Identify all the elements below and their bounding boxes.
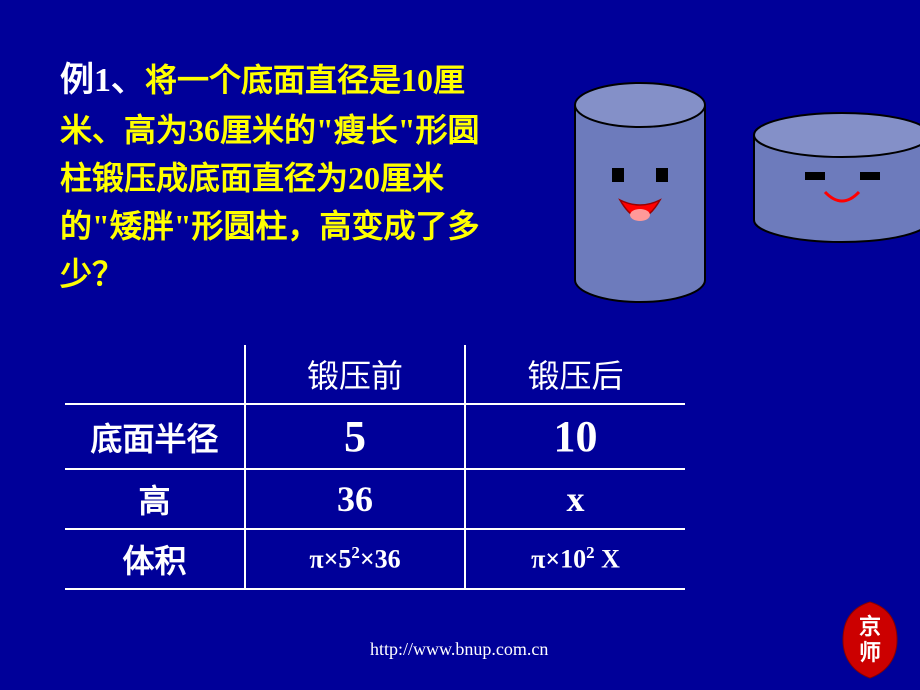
label-radius: 底面半径 bbox=[65, 404, 245, 469]
problem-text: 例1、将一个底面直径是10厘米、高为36厘米的"瘦长"形圆柱锻压成底面直径为20… bbox=[60, 55, 490, 298]
before-height: 36 bbox=[245, 469, 465, 529]
before-radius: 5 bbox=[245, 404, 465, 469]
label-volume: 体积 bbox=[65, 529, 245, 589]
cylinders-illustration bbox=[550, 80, 910, 320]
problem-prefix: 例1、 bbox=[60, 62, 145, 99]
data-table: 锻压前 锻压后 底面半径 5 10 高 36 x 体积 π×52×36 π×10… bbox=[65, 345, 685, 590]
row-volume: 体积 π×52×36 π×102 X bbox=[65, 529, 685, 589]
row-height: 高 36 x bbox=[65, 469, 685, 529]
row-radius: 底面半径 5 10 bbox=[65, 404, 685, 469]
footer-url: http://www.bnup.com.cn bbox=[370, 639, 548, 660]
logo-char-top: 京 bbox=[859, 614, 881, 639]
label-height: 高 bbox=[65, 469, 245, 529]
tall-cylinder-icon bbox=[570, 80, 710, 310]
after-volume: π×102 X bbox=[465, 529, 685, 589]
header-empty bbox=[65, 345, 245, 404]
table-header-row: 锻压前 锻压后 bbox=[65, 345, 685, 404]
before-volume: π×52×36 bbox=[245, 529, 465, 589]
short-cylinder-icon bbox=[750, 110, 920, 250]
after-height: x bbox=[465, 469, 685, 529]
publisher-logo-icon: 京 师 bbox=[835, 600, 905, 680]
header-after: 锻压后 bbox=[465, 345, 685, 404]
after-radius: 10 bbox=[465, 404, 685, 469]
header-before: 锻压前 bbox=[245, 345, 465, 404]
logo-char-bot: 师 bbox=[859, 640, 881, 665]
